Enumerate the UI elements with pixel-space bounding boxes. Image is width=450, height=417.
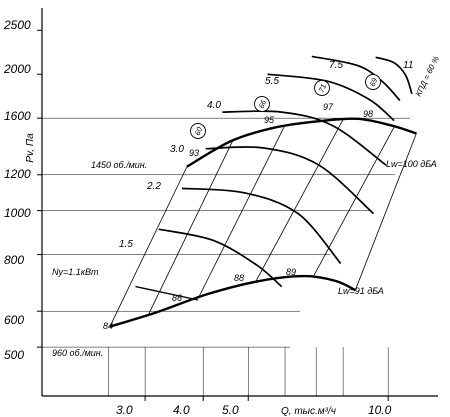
efficiency-circle-label: 69 (365, 74, 381, 90)
y-tick-label: 600 (4, 313, 24, 327)
power-curve (158, 228, 283, 288)
power-curve (181, 187, 342, 264)
efficiency-value-label: 95 (264, 115, 275, 125)
efficiency-axis-label: КПД = 60 % (414, 55, 441, 98)
y-tick-label: 1600 (4, 109, 31, 123)
svg-text:69: 69 (368, 76, 380, 88)
efficiency-line (255, 119, 344, 282)
power-curve (205, 146, 375, 215)
efficiency-value-label: 84 (103, 321, 113, 331)
power-label: 2.2 (146, 181, 161, 192)
power-curve (375, 56, 413, 95)
y-tick-label: 2000 (3, 62, 31, 76)
power-label: 5.5 (265, 76, 279, 87)
efficiency-circle-label: 66 (254, 96, 270, 112)
noise-label: Lw=91 дБА (338, 286, 384, 296)
speed-label: 960 об./мин. (52, 348, 103, 358)
y-tick-label: 1000 (4, 206, 31, 220)
y-tick-label: 2500 (3, 18, 31, 32)
efficiency-value-label: 88 (234, 273, 244, 283)
efficiency-value-label: 98 (363, 109, 373, 119)
power-label: Ny=1.1кВт (52, 267, 99, 277)
efficiency-circle-label: 60 (190, 123, 206, 139)
x-tick-label: 3.0 (116, 403, 133, 417)
efficiency-line (109, 166, 188, 327)
boundary-line (354, 133, 417, 291)
x-axis-label: Q, тыс.м³/ч (281, 406, 336, 417)
x-tick-label: 10.0 (368, 403, 392, 417)
power-label: 4.0 (207, 100, 221, 111)
efficiency-value-label: 97 (323, 102, 334, 112)
power-label: 3.0 (170, 144, 184, 155)
efficiency-line (312, 126, 395, 277)
power-label: 1.5 (119, 239, 133, 250)
speed-label: 1450 об./мин. (91, 160, 147, 170)
power-curve (267, 73, 395, 122)
speed-curve (186, 117, 417, 168)
power-curve (135, 285, 199, 301)
power-label: 11 (403, 60, 413, 71)
y-tick-label: 1200 (4, 167, 31, 181)
efficiency-value-label: 89 (286, 267, 296, 277)
svg-text:66: 66 (257, 98, 269, 110)
efficiency-circle-label: 71 (314, 80, 330, 96)
efficiency-line (197, 124, 286, 299)
y-tick-label: 500 (4, 348, 24, 362)
noise-label: Lw=100 дБА (386, 159, 437, 169)
svg-text:71: 71 (317, 83, 328, 94)
power-curve (311, 55, 401, 102)
power-curve (222, 110, 387, 166)
x-tick-label: 4.0 (173, 403, 190, 417)
efficiency-line (148, 138, 234, 315)
power-label: 7.5 (329, 60, 343, 71)
y-axis-label: Pv, Па (25, 133, 36, 163)
x-tick-label: 5.0 (222, 403, 239, 417)
efficiency-value-label: 86 (172, 293, 182, 303)
efficiency-value-label: 93 (189, 148, 199, 158)
speed-curve (109, 274, 356, 328)
svg-text:60: 60 (193, 125, 205, 137)
y-tick-label: 800 (4, 253, 24, 267)
